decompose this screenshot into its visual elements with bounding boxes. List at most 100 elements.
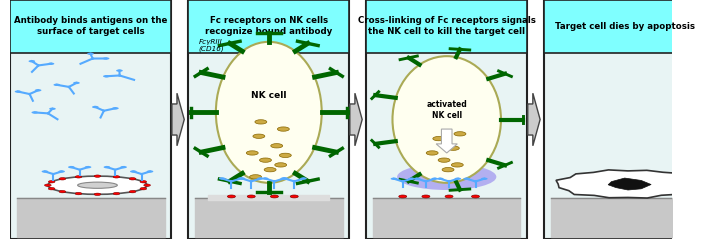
Circle shape (103, 75, 110, 77)
Circle shape (255, 120, 267, 124)
Circle shape (280, 177, 287, 180)
Circle shape (48, 63, 54, 65)
Circle shape (49, 108, 56, 110)
Ellipse shape (48, 176, 147, 194)
Circle shape (447, 146, 459, 150)
Bar (11, 0, 172, 53)
Circle shape (58, 170, 65, 173)
Circle shape (278, 127, 290, 131)
Ellipse shape (397, 164, 496, 190)
Circle shape (257, 177, 264, 180)
Circle shape (300, 177, 307, 180)
Circle shape (94, 193, 101, 196)
Text: Target cell dies by apoptosis: Target cell dies by apoptosis (555, 22, 695, 31)
Circle shape (92, 106, 98, 108)
Circle shape (442, 168, 454, 172)
Circle shape (113, 192, 120, 195)
Circle shape (85, 166, 91, 168)
Circle shape (437, 178, 444, 180)
Circle shape (68, 166, 75, 168)
Circle shape (426, 151, 438, 155)
Bar (544, 0, 703, 53)
Circle shape (113, 176, 120, 178)
Circle shape (290, 195, 298, 198)
Circle shape (454, 132, 466, 136)
Circle shape (32, 111, 38, 114)
Circle shape (247, 195, 255, 198)
Circle shape (414, 178, 420, 180)
Circle shape (73, 82, 79, 84)
Circle shape (49, 180, 55, 183)
Circle shape (140, 180, 147, 183)
Circle shape (59, 190, 65, 193)
Circle shape (463, 178, 470, 180)
Polygon shape (556, 170, 700, 198)
Circle shape (116, 69, 123, 72)
Circle shape (49, 188, 55, 190)
Circle shape (140, 188, 147, 190)
Ellipse shape (216, 42, 322, 183)
Bar (11, 0, 172, 239)
Circle shape (87, 53, 93, 55)
Circle shape (282, 177, 288, 180)
Circle shape (120, 166, 127, 168)
Text: Antibody binds antigens on the
surface of target cells: Antibody binds antigens on the surface o… (14, 16, 167, 36)
Circle shape (34, 89, 41, 92)
Circle shape (438, 158, 450, 162)
Circle shape (408, 178, 415, 180)
Text: Fc receptors on NK cells
recognize bound antibody: Fc receptors on NK cells recognize bound… (205, 16, 333, 36)
Ellipse shape (77, 182, 117, 188)
Text: NK cell: NK cell (251, 91, 287, 100)
Bar (544, 0, 703, 239)
Circle shape (228, 195, 236, 198)
FancyArrow shape (436, 129, 458, 153)
Circle shape (253, 134, 265, 138)
Bar (366, 0, 527, 53)
Bar (366, 0, 527, 239)
Circle shape (44, 184, 51, 186)
Circle shape (422, 195, 430, 198)
Circle shape (147, 170, 153, 173)
Text: Cross-linking of Fc receptors signals
the NK cell to kill the target cell: Cross-linking of Fc receptors signals th… (358, 16, 536, 36)
Circle shape (455, 178, 461, 180)
Circle shape (15, 90, 21, 93)
Circle shape (239, 177, 245, 180)
Circle shape (144, 184, 150, 186)
FancyArrow shape (528, 93, 540, 146)
Bar (188, 0, 349, 53)
Circle shape (238, 177, 244, 180)
Circle shape (472, 195, 479, 198)
Circle shape (250, 175, 262, 179)
Circle shape (481, 178, 488, 180)
Circle shape (262, 177, 269, 180)
Circle shape (53, 84, 60, 86)
Circle shape (103, 166, 110, 168)
FancyArrow shape (350, 93, 362, 146)
Circle shape (103, 57, 110, 60)
Circle shape (129, 178, 136, 180)
Circle shape (445, 195, 453, 198)
Text: activated
NK cell: activated NK cell (426, 100, 467, 120)
Polygon shape (608, 178, 651, 190)
Circle shape (259, 158, 271, 162)
Circle shape (271, 144, 283, 148)
Circle shape (433, 136, 445, 141)
Circle shape (391, 178, 397, 180)
Circle shape (271, 195, 278, 198)
Circle shape (275, 163, 287, 167)
Circle shape (94, 175, 101, 177)
Circle shape (246, 151, 258, 155)
Text: FcγRIII
(CD16): FcγRIII (CD16) (198, 39, 224, 52)
Bar (188, 0, 349, 239)
Circle shape (219, 177, 226, 180)
Circle shape (41, 170, 49, 173)
Ellipse shape (392, 56, 501, 183)
FancyArrow shape (172, 93, 184, 146)
Circle shape (59, 178, 65, 180)
Circle shape (75, 176, 82, 178)
Circle shape (432, 178, 438, 180)
Circle shape (130, 170, 136, 173)
Circle shape (75, 192, 82, 195)
Circle shape (279, 153, 291, 158)
Circle shape (399, 195, 407, 198)
